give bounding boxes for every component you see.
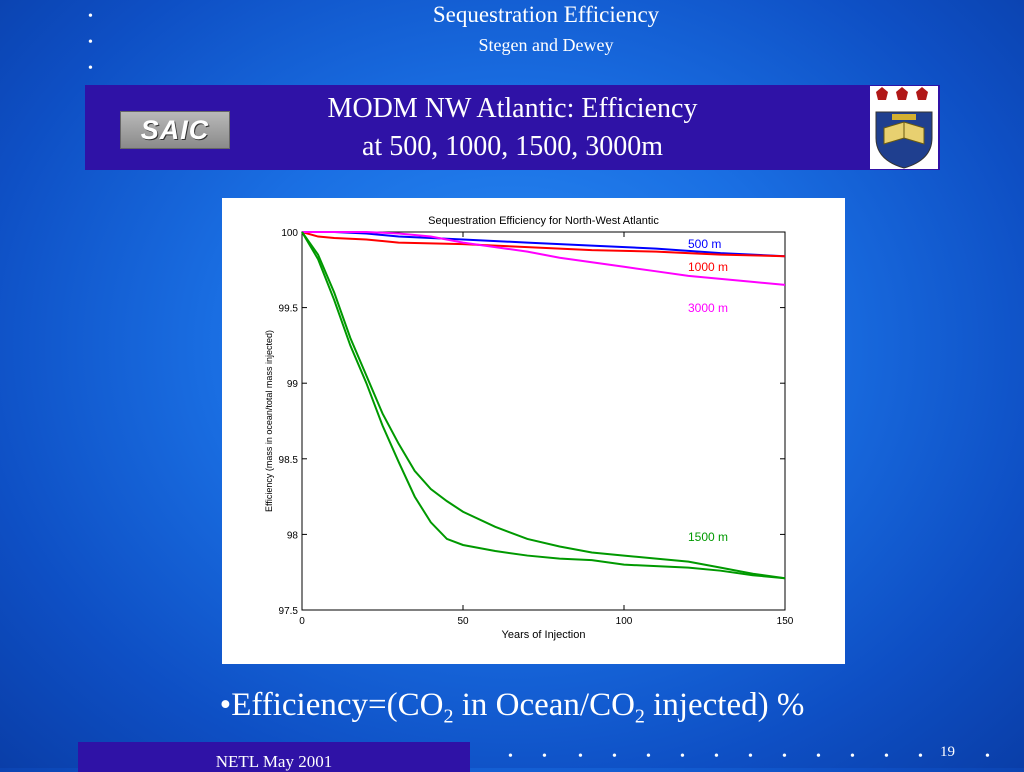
y-tick-label: 99.5 — [279, 304, 299, 315]
x-tick-label: 50 — [457, 616, 469, 627]
slide-title: Sequestration Efficiency — [432, 2, 660, 27]
chart-title: Sequestration Efficiency for North-West … — [428, 215, 659, 227]
efficiency-line-chart: Sequestration Efficiency for North-West … — [264, 215, 794, 641]
series-label: 3000 m — [688, 301, 728, 315]
bullet-dot: • — [985, 749, 990, 764]
formula-prefix: •Efficiency=(CO — [219, 687, 444, 723]
y-tick-label: 98.5 — [279, 455, 299, 466]
formula-sub2: 2 — [634, 705, 645, 728]
bullet-dot: • — [918, 749, 923, 764]
formula-sub1: 2 — [443, 705, 454, 728]
bullet-dot: • — [884, 749, 889, 764]
page-number: 19 — [940, 744, 955, 760]
bullet-dot: • — [748, 749, 753, 764]
bullet-dot: • — [508, 749, 513, 764]
bullet-dot: • — [578, 749, 583, 764]
series-line-1500-m — [301, 231, 786, 580]
bullet-dot: • — [680, 749, 685, 764]
bullet-dot: • — [816, 749, 821, 764]
series-label: 500 m — [688, 237, 721, 251]
y-axis-label: Efficiency (mass in ocean/total mass inj… — [264, 330, 274, 512]
x-tick-label: 0 — [299, 616, 305, 627]
x-axis-label: Years of Injection — [502, 629, 586, 641]
series-line-1000-m — [301, 231, 786, 258]
series-label: 1500 m — [688, 530, 728, 544]
bullet-dot: • — [782, 749, 787, 764]
footer-bar: NETL May 2001 — [78, 742, 470, 772]
bullet-dot: • — [612, 749, 617, 764]
plot-area — [301, 231, 786, 611]
y-tick-label: 100 — [281, 228, 298, 239]
efficiency-formula: •Efficiency=(CO2 in Ocean/CO2 injected) … — [0, 687, 1024, 729]
bullet-dot: • — [88, 35, 93, 50]
footer-text: NETL May 2001 — [215, 752, 333, 771]
y-tick-label: 98 — [287, 530, 299, 541]
slide-subtitle: Stegen and Dewey — [478, 35, 614, 55]
banner-title-line2: at 500, 1000, 1500, 3000m — [362, 131, 663, 162]
chart-panel: Sequestration Efficiency for North-West … — [222, 198, 845, 664]
y-tick-label: 97.5 — [279, 606, 299, 617]
formula-suffix: injected) % — [644, 687, 805, 723]
banner-title: MODM NW Atlantic: Efficiency at 500, 100… — [85, 90, 940, 166]
university-crest-icon — [870, 86, 938, 169]
saic-logo: SAIC — [120, 111, 230, 149]
x-tick-label: 100 — [616, 616, 633, 627]
bullet-dot: • — [714, 749, 719, 764]
bullet-dot: • — [646, 749, 651, 764]
bullet-dot: • — [542, 749, 547, 764]
y-tick-label: 99 — [287, 379, 299, 390]
title-banner: SAIC MODM NW Atlantic: Efficiency at 500… — [85, 85, 940, 170]
banner-title-line1: MODM NW Atlantic: Efficiency — [327, 93, 698, 124]
series-label: 1000 m — [688, 260, 728, 274]
series-line-3000-m — [302, 231, 786, 286]
bullet-dot: • — [850, 749, 855, 764]
x-tick-label: 150 — [777, 616, 794, 627]
series-line-unlabeled-4 — [301, 231, 786, 580]
bullet-dot: • — [88, 61, 93, 76]
bullet-dot: • — [88, 9, 93, 24]
formula-middle: in Ocean/CO — [453, 687, 635, 723]
